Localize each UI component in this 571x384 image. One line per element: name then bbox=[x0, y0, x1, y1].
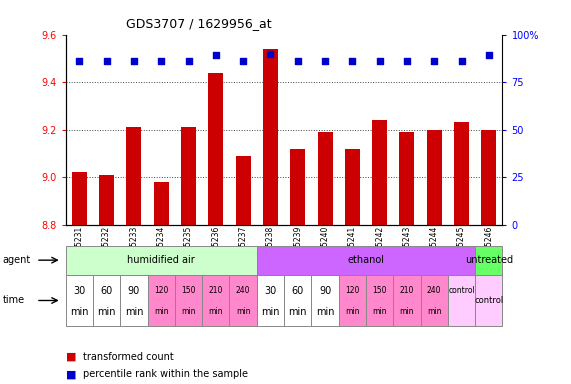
Text: 240: 240 bbox=[427, 286, 441, 295]
Bar bbox=[345, 149, 360, 225]
Text: ■: ■ bbox=[66, 352, 76, 362]
Point bbox=[320, 58, 329, 64]
Text: ethanol: ethanol bbox=[348, 255, 384, 265]
Text: control: control bbox=[474, 296, 504, 305]
Text: min: min bbox=[261, 307, 280, 317]
Point bbox=[457, 58, 466, 64]
Text: min: min bbox=[98, 307, 116, 317]
Text: 150: 150 bbox=[372, 286, 387, 295]
Point bbox=[293, 58, 302, 64]
Bar bbox=[208, 73, 223, 225]
Point bbox=[211, 52, 220, 58]
Point bbox=[484, 52, 493, 58]
Text: min: min bbox=[208, 308, 223, 316]
Text: 90: 90 bbox=[319, 286, 331, 296]
Bar bbox=[99, 175, 114, 225]
Text: min: min bbox=[427, 308, 441, 316]
Text: 120: 120 bbox=[154, 286, 168, 295]
Bar bbox=[317, 132, 332, 225]
Bar bbox=[263, 49, 278, 225]
Text: min: min bbox=[316, 307, 334, 317]
Text: 240: 240 bbox=[236, 286, 250, 295]
Text: 60: 60 bbox=[292, 286, 304, 296]
Text: 210: 210 bbox=[208, 286, 223, 295]
Text: min: min bbox=[124, 307, 143, 317]
Point bbox=[266, 51, 275, 57]
Text: humidified air: humidified air bbox=[127, 255, 195, 265]
Bar bbox=[181, 127, 196, 225]
Point bbox=[429, 58, 439, 64]
Point bbox=[239, 58, 248, 64]
Text: 210: 210 bbox=[400, 286, 414, 295]
Bar bbox=[290, 149, 305, 225]
Bar bbox=[236, 156, 251, 225]
Text: min: min bbox=[345, 308, 360, 316]
Text: min: min bbox=[70, 307, 89, 317]
Text: 30: 30 bbox=[73, 286, 86, 296]
Text: 150: 150 bbox=[181, 286, 196, 295]
Point bbox=[184, 58, 193, 64]
Point bbox=[375, 58, 384, 64]
Bar bbox=[400, 132, 415, 225]
Text: 30: 30 bbox=[264, 286, 276, 296]
Text: time: time bbox=[3, 295, 25, 306]
Text: min: min bbox=[400, 308, 414, 316]
Text: min: min bbox=[288, 307, 307, 317]
Bar bbox=[126, 127, 142, 225]
Text: percentile rank within the sample: percentile rank within the sample bbox=[83, 369, 248, 379]
Text: transformed count: transformed count bbox=[83, 352, 174, 362]
Text: min: min bbox=[236, 308, 250, 316]
Text: 60: 60 bbox=[100, 286, 112, 296]
Point bbox=[403, 58, 412, 64]
Text: min: min bbox=[181, 308, 196, 316]
Text: min: min bbox=[154, 308, 168, 316]
Point bbox=[348, 58, 357, 64]
Point bbox=[75, 58, 84, 64]
Bar bbox=[372, 120, 387, 225]
Text: 120: 120 bbox=[345, 286, 360, 295]
Bar bbox=[481, 130, 496, 225]
Bar bbox=[454, 122, 469, 225]
Bar bbox=[72, 172, 87, 225]
Bar bbox=[154, 182, 168, 225]
Text: GDS3707 / 1629956_at: GDS3707 / 1629956_at bbox=[126, 17, 271, 30]
Text: 90: 90 bbox=[128, 286, 140, 296]
Text: untreated: untreated bbox=[465, 255, 513, 265]
Text: control: control bbox=[448, 286, 475, 295]
Point bbox=[102, 58, 111, 64]
Text: ■: ■ bbox=[66, 369, 76, 379]
Text: agent: agent bbox=[3, 255, 31, 265]
Point bbox=[156, 58, 166, 64]
Point bbox=[130, 58, 139, 64]
Text: min: min bbox=[372, 308, 387, 316]
Bar bbox=[427, 130, 442, 225]
